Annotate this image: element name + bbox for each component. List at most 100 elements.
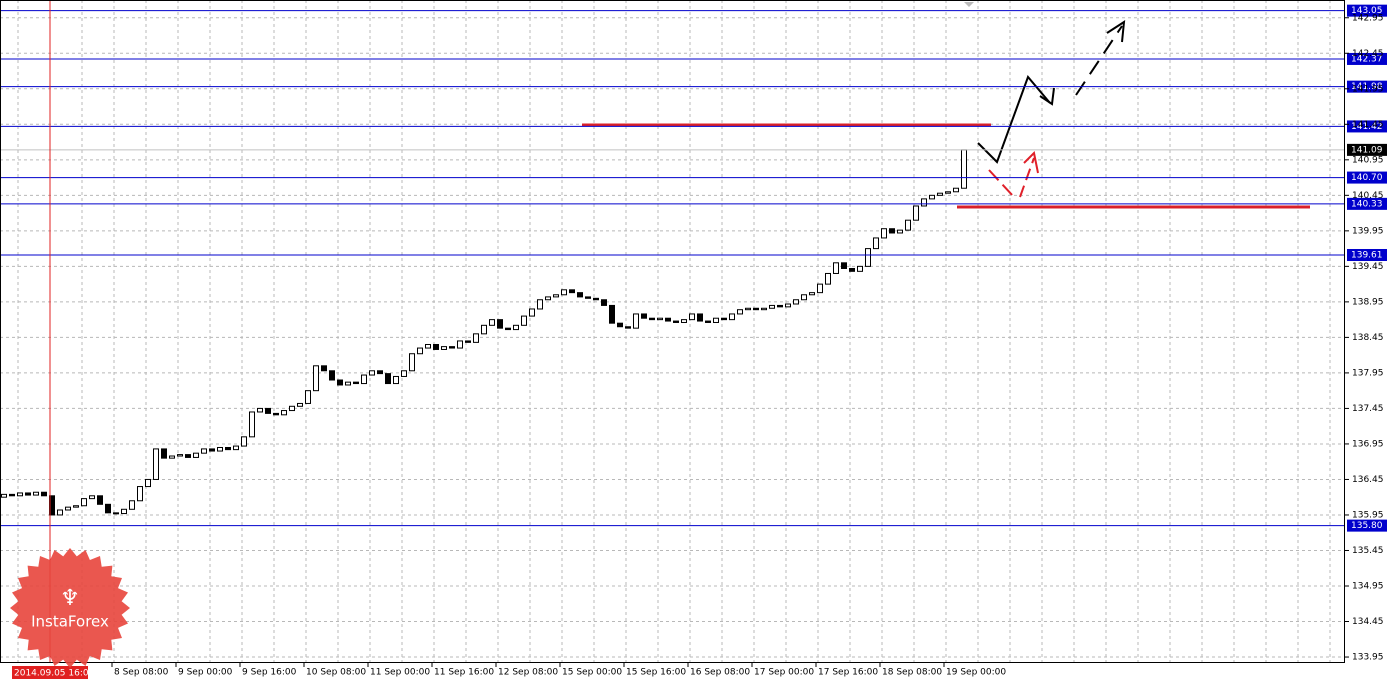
candle xyxy=(817,283,823,294)
level-box xyxy=(1347,80,1387,93)
candle xyxy=(33,491,39,496)
candle xyxy=(377,370,383,375)
watermark-logo: ♆ InstaForex xyxy=(10,548,130,668)
candle xyxy=(897,229,903,234)
x-tick-label: 15 Sep 16:00 xyxy=(626,668,686,678)
y-tick-label: 134.95 xyxy=(1352,581,1384,591)
annotations xyxy=(582,20,1310,209)
level-label: 142.37 xyxy=(1351,54,1383,64)
candle xyxy=(497,319,503,329)
x-tick-label: 16 Sep 08:00 xyxy=(690,668,750,678)
forecast-arrow xyxy=(977,75,1051,164)
axes: 142.95 142.45 141.95 141.45 140.95 140.45 139.… xyxy=(111,13,1384,678)
y-tick-label: 134.45 xyxy=(1352,617,1384,627)
level-label: 141.98 xyxy=(1351,82,1383,92)
candle xyxy=(409,353,415,372)
candle xyxy=(73,505,79,508)
logo-icon: ♆ xyxy=(60,586,80,611)
candle xyxy=(369,370,375,376)
candle xyxy=(393,375,399,385)
candle xyxy=(233,445,239,451)
candle xyxy=(761,307,767,311)
level-label: 140.70 xyxy=(1351,173,1383,183)
candle xyxy=(209,448,215,452)
y-tick-label: 141.45 xyxy=(1352,120,1384,130)
candle xyxy=(433,343,439,350)
candle xyxy=(641,313,647,319)
candle xyxy=(9,493,15,497)
candle xyxy=(521,315,527,326)
candle xyxy=(489,319,495,326)
y-tick-label: 135.45 xyxy=(1352,546,1384,556)
candle xyxy=(921,198,927,207)
candle xyxy=(465,340,471,343)
candle xyxy=(857,265,863,272)
candle xyxy=(577,292,583,298)
plot-frame xyxy=(0,0,1345,663)
level-label: 135.80 xyxy=(1351,521,1383,531)
candle xyxy=(105,503,111,514)
candle xyxy=(721,317,727,321)
level-box xyxy=(1347,120,1387,133)
level-label: 143.05 xyxy=(1351,6,1383,16)
candle xyxy=(569,289,575,294)
arrow-head xyxy=(1106,20,1126,43)
candle xyxy=(481,324,487,335)
y-tick-label: 136.95 xyxy=(1352,439,1384,449)
levels: 141.09 143.05 142.37 141.98 141.42 140.70 140.… xyxy=(0,4,1387,532)
candle xyxy=(737,309,743,315)
y-tick-label: 135.95 xyxy=(1352,510,1384,520)
candle xyxy=(97,495,103,505)
candle xyxy=(225,446,231,451)
candle xyxy=(121,508,127,515)
candle xyxy=(593,297,599,301)
candle xyxy=(889,228,895,234)
level-box xyxy=(1347,52,1387,65)
candle xyxy=(297,402,303,407)
candle xyxy=(345,381,351,386)
logo-badge xyxy=(10,548,130,668)
candle xyxy=(529,308,535,317)
crosshair-label-box xyxy=(12,666,88,679)
y-tick-label: 140.45 xyxy=(1352,191,1384,201)
candle xyxy=(313,365,319,392)
candle xyxy=(441,346,447,350)
candle xyxy=(553,294,559,298)
level-label: 141.42 xyxy=(1351,122,1383,132)
forecast-arrow xyxy=(1075,25,1123,96)
candle xyxy=(801,294,807,301)
candle xyxy=(241,436,247,447)
crosshair-label: 2014.09.05 16:00 xyxy=(14,669,95,679)
candle xyxy=(785,303,791,308)
candle xyxy=(57,509,63,516)
candle xyxy=(169,455,175,459)
candle xyxy=(129,500,135,510)
x-tick-label: 9 Sep 00:00 xyxy=(178,668,233,678)
scroll-marker xyxy=(964,2,974,7)
candle xyxy=(201,448,207,454)
candle xyxy=(633,313,639,329)
y-tick-label: 138.95 xyxy=(1352,297,1384,307)
y-tick-label: 137.45 xyxy=(1352,404,1384,414)
candle xyxy=(929,194,935,200)
candle xyxy=(1,493,7,498)
x-tick-label: 19 Sep 00:00 xyxy=(946,668,1006,678)
candle xyxy=(145,478,151,488)
candle xyxy=(425,343,431,349)
candle xyxy=(417,347,423,355)
candle xyxy=(41,491,47,497)
candle xyxy=(849,267,855,272)
candle xyxy=(137,486,143,502)
last-price-box xyxy=(1347,143,1387,156)
y-tick-label: 142.45 xyxy=(1352,49,1384,59)
candle xyxy=(401,370,407,377)
candle xyxy=(81,498,87,507)
candle xyxy=(881,228,887,239)
last-price-label: 141.09 xyxy=(1351,145,1383,155)
candle xyxy=(473,333,479,343)
x-tick-label: 12 Sep 08:00 xyxy=(498,668,558,678)
y-tick-label: 137.95 xyxy=(1352,368,1384,378)
candle xyxy=(545,296,551,301)
candle xyxy=(865,248,871,267)
candle xyxy=(953,187,959,193)
